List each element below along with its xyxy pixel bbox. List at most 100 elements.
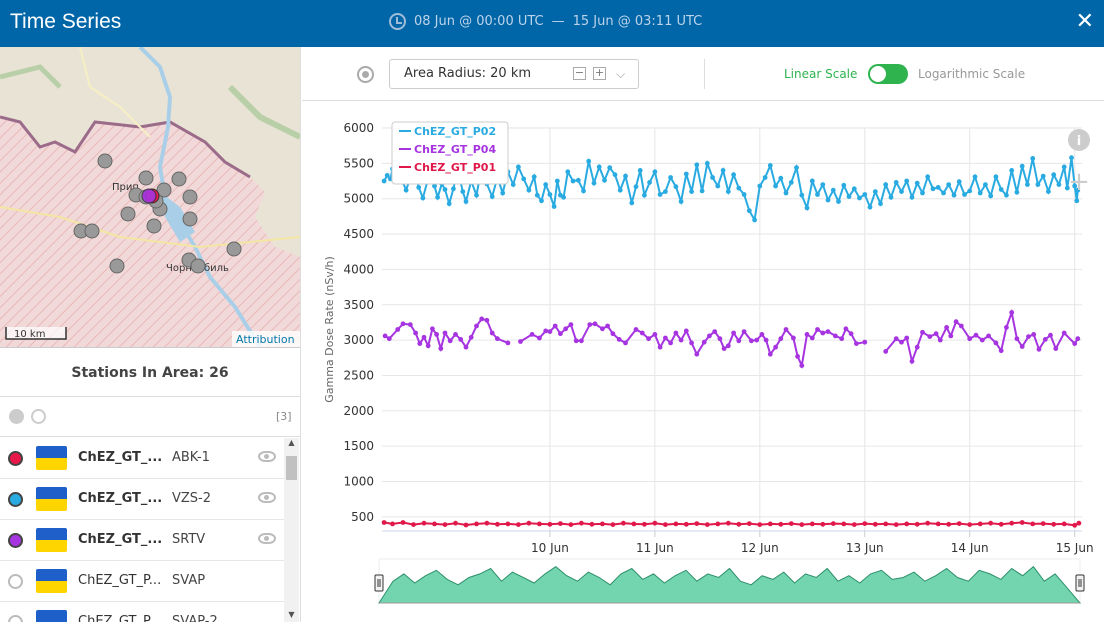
data-point[interactable] [725,343,731,349]
data-point[interactable] [883,521,889,527]
data-point[interactable] [809,178,815,184]
data-point[interactable] [621,520,626,526]
data-point[interactable] [474,323,479,329]
data-point[interactable] [920,190,925,196]
data-point[interactable] [967,522,973,527]
data-point[interactable] [893,336,899,342]
data-point[interactable] [914,344,920,350]
data-point[interactable] [1009,310,1015,315]
data-point[interactable] [547,192,553,197]
data-point[interactable] [935,521,941,527]
data-point[interactable] [453,332,458,337]
data-point[interactable] [799,363,805,368]
data-point[interactable] [637,168,643,173]
area-radius-select[interactable]: Area Radius: 20 km − + ⌵ [389,59,639,89]
data-point[interactable] [602,177,607,183]
data-point[interactable] [463,522,469,528]
data-point[interactable] [839,336,845,342]
data-point[interactable] [986,333,991,339]
data-point[interactable] [668,340,673,346]
scale-toggle[interactable] [868,64,908,84]
data-point[interactable] [1064,185,1070,191]
data-point[interactable] [804,332,810,337]
data-point[interactable] [673,521,679,527]
data-point[interactable] [1061,330,1067,336]
data-point[interactable] [736,521,742,527]
data-point[interactable] [937,337,943,343]
data-point[interactable] [1056,182,1062,187]
data-point[interactable] [390,521,395,527]
data-point[interactable] [788,521,794,526]
data-point[interactable] [596,164,602,170]
data-point[interactable] [442,522,448,527]
data-point[interactable] [904,178,910,184]
data-point[interactable] [1074,198,1080,204]
data-point[interactable] [979,337,985,343]
data-point[interactable] [998,521,1004,527]
list-item[interactable]: ChEZ_GT_P... SVAP-2 [0,602,284,622]
data-point[interactable] [843,326,849,332]
data-point[interactable] [500,190,506,196]
data-point[interactable] [998,348,1004,354]
data-point[interactable] [998,187,1004,192]
data-point[interactable] [962,192,967,197]
data-point[interactable] [521,176,527,182]
data-point[interactable] [607,165,613,170]
data-point[interactable] [395,327,401,332]
select-all-toggle[interactable] [9,409,24,424]
data-point[interactable] [386,336,392,342]
data-point[interactable] [689,189,694,194]
data-point[interactable] [432,521,437,527]
data-point[interactable] [451,186,456,192]
data-point[interactable] [809,521,815,527]
data-point[interactable] [1072,522,1078,528]
data-point[interactable] [731,330,736,336]
station-color-dot[interactable] [8,574,23,589]
data-point[interactable] [565,169,571,175]
list-item[interactable]: ChEZ_GT_... VZS-2 [0,479,284,520]
data-point[interactable] [633,184,639,190]
data-point[interactable] [1040,521,1046,526]
data-point[interactable] [447,338,453,344]
data-point[interactable] [972,174,978,180]
data-point[interactable] [1051,521,1057,527]
data-point[interactable] [862,339,868,345]
data-point[interactable] [710,175,715,180]
data-point[interactable] [841,182,847,188]
data-point[interactable] [407,322,413,327]
eye-icon[interactable] [258,492,276,503]
legend-item[interactable]: ChEZ_GT_P02 [414,125,496,138]
attribution-link[interactable]: Attribution [236,333,295,346]
data-point[interactable] [526,520,532,526]
station-markers[interactable] [73,153,242,274]
data-point[interactable] [381,520,387,525]
data-point[interactable] [993,340,999,346]
data-point[interactable] [757,183,763,189]
data-point[interactable] [623,340,628,346]
data-point[interactable] [820,330,826,336]
data-point[interactable] [757,522,763,527]
data-point[interactable] [904,335,910,341]
data-point[interactable] [815,327,820,332]
data-point[interactable] [778,175,784,181]
data-point[interactable] [1046,189,1051,194]
data-point[interactable] [561,194,566,200]
data-point[interactable] [804,205,810,211]
data-point[interactable] [1030,521,1036,527]
data-point[interactable] [537,335,542,341]
data-point[interactable] [909,358,915,364]
data-point[interactable] [460,189,466,194]
data-point[interactable] [1019,520,1025,525]
data-point[interactable] [736,338,742,344]
data-point[interactable] [1072,183,1078,189]
data-point[interactable] [899,189,904,194]
data-point[interactable] [489,330,495,336]
data-point[interactable] [851,522,857,527]
data-point[interactable] [956,521,962,526]
data-point[interactable] [581,188,586,194]
data-point[interactable] [977,190,983,196]
data-point[interactable] [862,521,868,526]
data-point[interactable] [767,163,773,168]
data-point[interactable] [647,180,652,185]
data-point[interactable] [411,522,416,527]
